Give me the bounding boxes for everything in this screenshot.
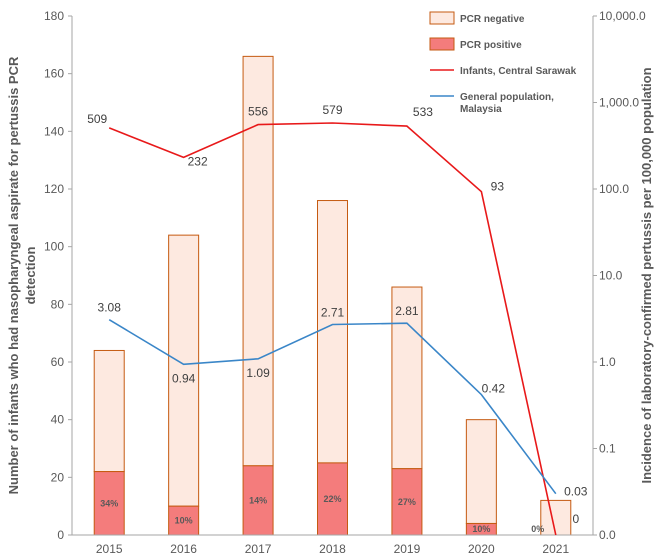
bar-pcr-negative xyxy=(465,419,497,524)
right-tick-label: 10.0 xyxy=(599,269,623,283)
pcr-positive-percent-label: 34% xyxy=(100,498,118,508)
x-tick-label: 2018 xyxy=(319,542,346,556)
y-left-axis-title-line2: detection xyxy=(23,247,38,305)
infants-data-label: 533 xyxy=(413,105,433,119)
y-right-axis-title: Incidence of laboratory-confirmed pertus… xyxy=(639,67,654,483)
left-tick-label: 40 xyxy=(51,413,65,427)
left-tick-label: 100 xyxy=(44,240,64,254)
left-tick-label: 120 xyxy=(44,182,64,196)
x-tick-label: 2019 xyxy=(394,542,421,556)
left-tick-label: 180 xyxy=(44,9,64,23)
y-left-axis-title-line1: Number of infants who had nasopharyngeal… xyxy=(6,56,21,494)
bar-pcr-positive xyxy=(317,462,348,536)
x-tick-label: 2020 xyxy=(468,542,495,556)
right-tick-label: 10,000.0 xyxy=(599,9,646,23)
pcr-positive-percent-label: 10% xyxy=(175,516,193,526)
bar-pcr-negative xyxy=(93,349,125,473)
legend-label: PCR negative xyxy=(460,14,525,25)
pcr-positive-percent-label: 0% xyxy=(531,524,544,534)
pcr-positive-percent-label: 22% xyxy=(323,494,341,504)
left-tick-label: 0 xyxy=(57,528,64,542)
pcr-positive-percent-label: 10% xyxy=(472,524,490,534)
line-general-population-malaysia xyxy=(108,319,557,495)
general-population-data-label: 1.09 xyxy=(246,366,270,380)
bar-pcr-negative xyxy=(168,234,200,507)
legend-label: PCR positive xyxy=(460,40,522,51)
legend-swatch-pcr-negative xyxy=(429,11,455,25)
legend-label: Infants, Central Sarawak xyxy=(460,66,577,77)
left-tick-label: 20 xyxy=(51,470,65,484)
line-infants-central-sarawak xyxy=(108,122,557,536)
infants-data-label: 556 xyxy=(248,105,268,119)
legend-label: General population, xyxy=(460,92,554,103)
right-tick-label: 1.0 xyxy=(599,355,616,369)
left-tick-label: 140 xyxy=(44,124,64,138)
general-population-data-label: 0.42 xyxy=(482,382,506,396)
bar-pcr-negative xyxy=(317,200,348,464)
general-population-data-label: 0.03 xyxy=(564,485,588,499)
bar-pcr-positive xyxy=(391,468,423,536)
infants-data-label: 0 xyxy=(572,512,579,526)
x-tick-label: 2016 xyxy=(170,542,197,556)
x-tick-label: 2015 xyxy=(96,542,123,556)
bar-pcr-negative xyxy=(540,499,572,536)
general-population-data-label: 3.08 xyxy=(98,301,122,315)
right-tick-label: 100.0 xyxy=(599,182,629,196)
pcr-positive-percent-label: 14% xyxy=(249,495,267,505)
general-population-data-label: 0.94 xyxy=(172,371,196,385)
general-population-data-label: 2.71 xyxy=(321,306,345,320)
pcr-positive-percent-label: 27% xyxy=(398,497,416,507)
x-tick-label: 2017 xyxy=(245,542,272,556)
legend-label: Malaysia xyxy=(460,104,502,115)
x-tick-label: 2021 xyxy=(542,542,569,556)
infants-data-label: 509 xyxy=(87,112,107,126)
general-population-data-label: 2.81 xyxy=(395,304,419,318)
legend-swatch-pcr-positive xyxy=(429,37,455,51)
right-tick-label: 0.1 xyxy=(599,442,616,456)
bar-pcr-positive xyxy=(93,471,125,536)
right-tick-label: 0.0 xyxy=(599,528,616,542)
left-tick-label: 60 xyxy=(51,355,65,369)
infants-data-label: 232 xyxy=(188,154,208,168)
right-tick-label: 1,000.0 xyxy=(599,96,639,110)
infants-data-label: 579 xyxy=(322,103,342,117)
infants-data-label: 93 xyxy=(491,180,505,194)
left-tick-label: 160 xyxy=(44,67,64,81)
left-tick-label: 80 xyxy=(51,297,65,311)
